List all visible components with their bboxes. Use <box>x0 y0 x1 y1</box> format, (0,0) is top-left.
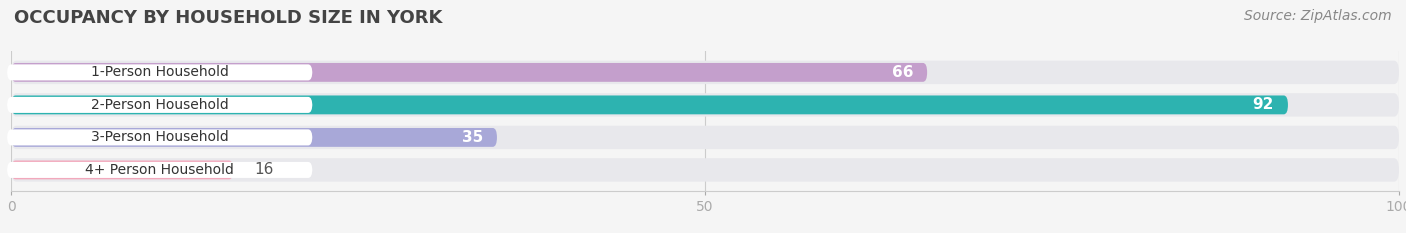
Text: 1-Person Household: 1-Person Household <box>91 65 229 79</box>
FancyBboxPatch shape <box>7 162 312 178</box>
FancyBboxPatch shape <box>11 61 1399 84</box>
FancyBboxPatch shape <box>7 129 312 145</box>
FancyBboxPatch shape <box>7 97 312 113</box>
FancyBboxPatch shape <box>11 126 1399 149</box>
Text: 35: 35 <box>461 130 484 145</box>
FancyBboxPatch shape <box>11 63 927 82</box>
FancyBboxPatch shape <box>11 158 1399 182</box>
FancyBboxPatch shape <box>11 93 1399 116</box>
Text: 66: 66 <box>891 65 914 80</box>
FancyBboxPatch shape <box>11 128 496 147</box>
Text: 92: 92 <box>1253 97 1274 112</box>
FancyBboxPatch shape <box>7 64 312 80</box>
Text: OCCUPANCY BY HOUSEHOLD SIZE IN YORK: OCCUPANCY BY HOUSEHOLD SIZE IN YORK <box>14 9 443 27</box>
Text: 3-Person Household: 3-Person Household <box>91 130 229 144</box>
FancyBboxPatch shape <box>11 96 1288 114</box>
Text: 2-Person Household: 2-Person Household <box>91 98 229 112</box>
Text: 4+ Person Household: 4+ Person Household <box>86 163 235 177</box>
Text: 16: 16 <box>254 162 274 177</box>
Text: Source: ZipAtlas.com: Source: ZipAtlas.com <box>1244 9 1392 23</box>
FancyBboxPatch shape <box>11 161 233 179</box>
